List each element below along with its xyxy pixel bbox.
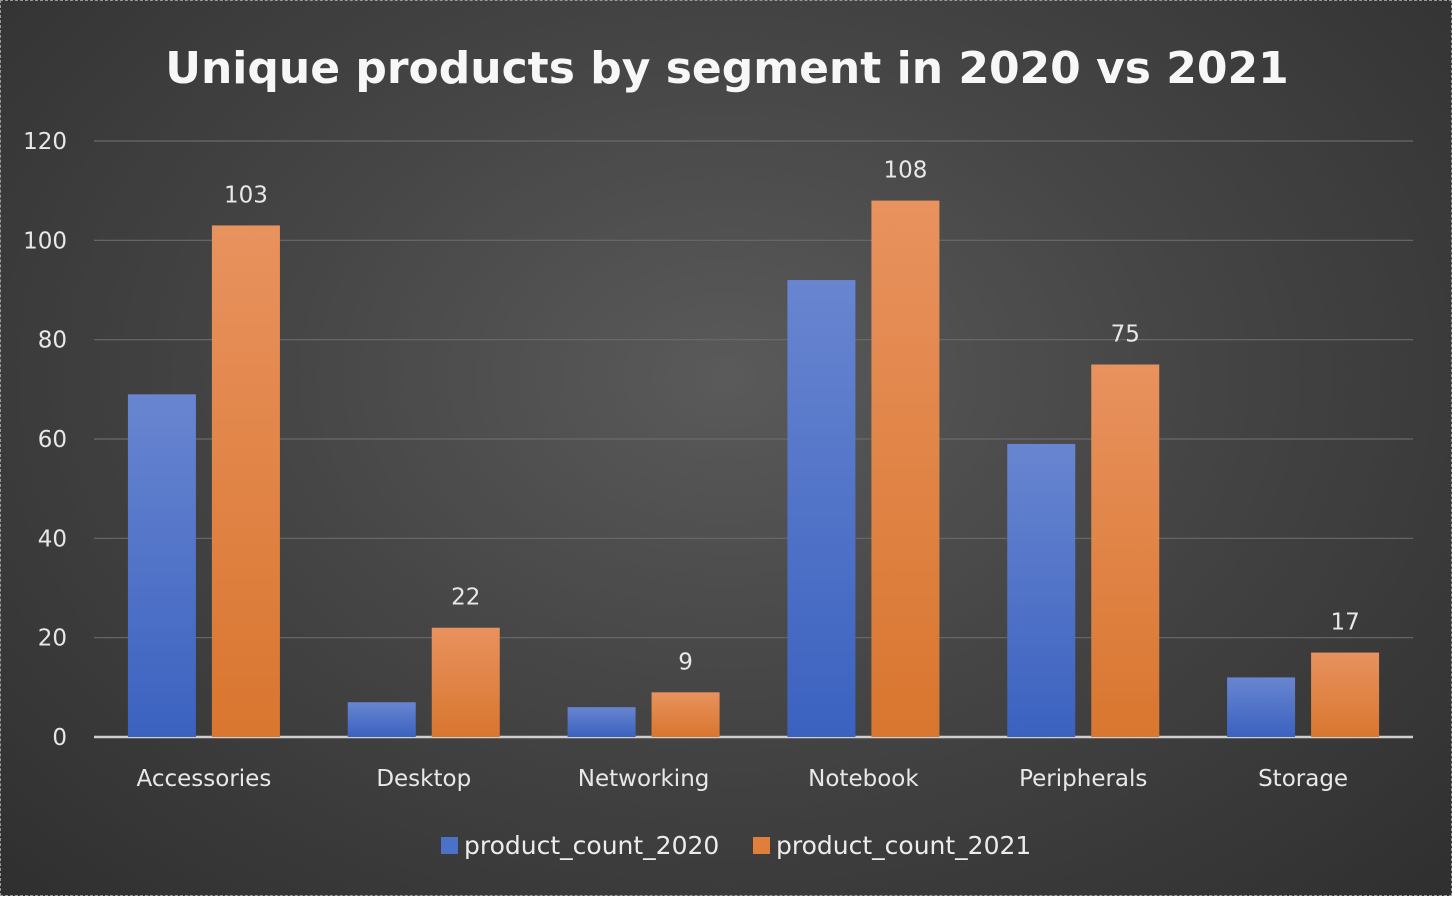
bar-product_count_2021-storage: [1311, 652, 1380, 737]
data-label-product_count_2021-accessories: 103: [224, 182, 268, 208]
legend-swatch-product_count_2020: [441, 837, 458, 854]
y-tick-label-40: 40: [38, 526, 67, 552]
y-tick-label-80: 80: [38, 328, 67, 354]
bar-product_count_2020-accessories: [127, 394, 196, 737]
data-label-product_count_2021-desktop: 22: [451, 585, 480, 611]
data-label-product_count_2021-storage: 17: [1330, 610, 1359, 636]
bar-product_count_2021-peripherals: [1091, 364, 1160, 737]
x-category-label-peripherals: Peripherals: [1019, 766, 1147, 792]
x-category-label-desktop: Desktop: [376, 766, 471, 792]
x-category-label-storage: Storage: [1258, 766, 1348, 792]
x-category-label-notebook: Notebook: [808, 766, 919, 792]
data-label-product_count_2021-peripherals: 75: [1111, 322, 1140, 348]
bar-product_count_2020-desktop: [347, 702, 416, 737]
bars: [127, 200, 1380, 738]
x-axis-categories: Accessories Desktop Networking Notebook Peri…: [137, 766, 1349, 792]
bar-product_count_2021-desktop: [431, 627, 500, 737]
y-tick-label-60: 60: [38, 427, 67, 453]
legend-swatch-product_count_2021: [753, 837, 770, 854]
bar-product_count_2021-accessories: [211, 225, 280, 737]
gridlines: [94, 140, 1413, 739]
bar-product_count_2020-notebook: [787, 280, 856, 737]
data-label-product_count_2021-notebook: 108: [883, 158, 927, 184]
bar-product_count_2020-peripherals: [1007, 443, 1076, 737]
bar-product_count_2020-storage: [1227, 677, 1296, 737]
legend: product_count_2020 product_count_2021: [441, 831, 1031, 860]
data-labels: 103 22 9 108 75 17: [224, 158, 1360, 676]
x-category-label-networking: Networking: [578, 766, 710, 792]
bar-product_count_2021-networking: [651, 692, 720, 737]
chart-title: Unique products by segment in 2020 vs 20…: [165, 43, 1289, 94]
x-category-label-accessories: Accessories: [137, 766, 272, 792]
y-tick-label-20: 20: [38, 626, 67, 652]
legend-label-product_count_2021: product_count_2021: [776, 831, 1031, 860]
legend-label-product_count_2020: product_count_2020: [464, 831, 719, 860]
y-tick-label-100: 100: [23, 228, 67, 254]
bar-product_count_2020-networking: [567, 707, 636, 737]
y-axis-ticks: 0 20 40 60 80 100 120: [23, 129, 67, 751]
data-label-product_count_2021-networking: 9: [678, 649, 693, 675]
y-tick-label-120: 120: [23, 129, 67, 155]
bar-product_count_2021-notebook: [871, 200, 940, 738]
y-tick-label-0: 0: [52, 725, 67, 751]
